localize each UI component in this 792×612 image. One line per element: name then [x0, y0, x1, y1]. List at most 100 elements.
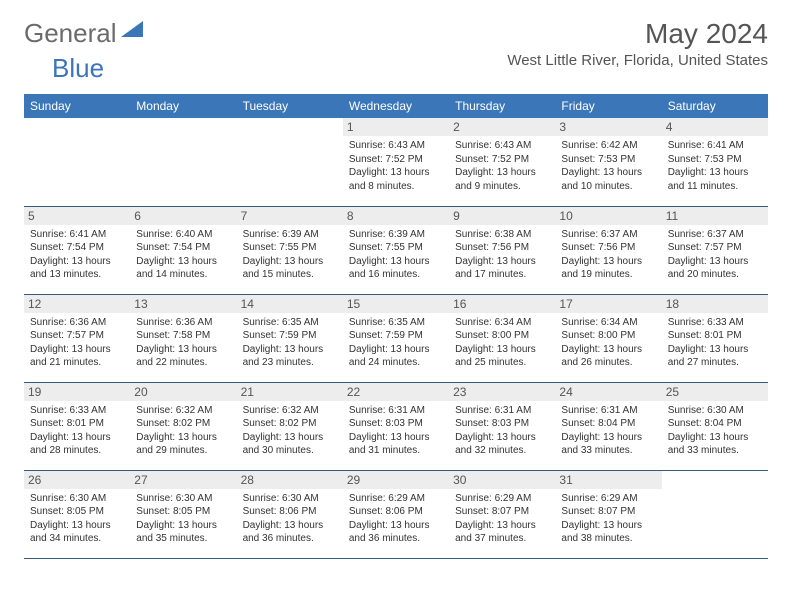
cell-details: Sunrise: 6:41 AMSunset: 7:54 PMDaylight:… — [30, 228, 124, 282]
day-header: Wednesday — [343, 94, 449, 118]
cell-details: Sunrise: 6:37 AMSunset: 7:57 PMDaylight:… — [668, 228, 762, 282]
cell-details: Sunrise: 6:41 AMSunset: 7:53 PMDaylight:… — [668, 139, 762, 193]
calendar-week-row: 19Sunrise: 6:33 AMSunset: 8:01 PMDayligh… — [24, 382, 768, 470]
cell-details: Sunrise: 6:32 AMSunset: 8:02 PMDaylight:… — [243, 404, 337, 458]
calendar-cell: 19Sunrise: 6:33 AMSunset: 8:01 PMDayligh… — [24, 382, 130, 470]
cell-details: Sunrise: 6:31 AMSunset: 8:03 PMDaylight:… — [455, 404, 549, 458]
cell-details: Sunrise: 6:31 AMSunset: 8:04 PMDaylight:… — [561, 404, 655, 458]
calendar-cell: 12Sunrise: 6:36 AMSunset: 7:57 PMDayligh… — [24, 294, 130, 382]
day-number: 17 — [555, 295, 661, 313]
day-number: 26 — [24, 471, 130, 489]
day-header: Friday — [555, 94, 661, 118]
location: West Little River, Florida, United State… — [507, 52, 768, 69]
day-header: Sunday — [24, 94, 130, 118]
day-number: 18 — [662, 295, 768, 313]
day-number: 31 — [555, 471, 661, 489]
day-number: 9 — [449, 207, 555, 225]
day-number: 14 — [237, 295, 343, 313]
calendar-cell: 25Sunrise: 6:30 AMSunset: 8:04 PMDayligh… — [662, 382, 768, 470]
day-number: 11 — [662, 207, 768, 225]
calendar-cell: 27 Sunrise: 6:30 AMSunset: 8:05 PMDayligh… — [130, 470, 236, 558]
cell-details: Sunrise: 6:30 AMSunset: 8:06 PMDaylight:… — [243, 492, 337, 546]
day-number: 6 — [130, 207, 236, 225]
calendar-cell: 18Sunrise: 6:33 AMSunset: 8:01 PMDayligh… — [662, 294, 768, 382]
logo-triangle-icon — [121, 21, 143, 37]
day-header: Saturday — [662, 94, 768, 118]
day-number: 5 — [24, 207, 130, 225]
cell-details: Sunrise: 6:29 AMSunset: 8:06 PMDaylight:… — [349, 492, 443, 546]
calendar-cell: 31 Sunrise: 6:29 AMSunset: 8:07 PMDayligh… — [555, 470, 661, 558]
day-number: 28 — [237, 471, 343, 489]
month-title: May 2024 — [507, 18, 768, 50]
calendar-cell — [662, 470, 768, 558]
day-number: 23 — [449, 383, 555, 401]
calendar-cell: 11 Sunrise: 6:37 AMSunset: 7:57 PMDayligh… — [662, 206, 768, 294]
logo: General — [24, 18, 145, 49]
calendar-cell: 6 Sunrise: 6:40 AMSunset: 7:54 PMDaylight… — [130, 206, 236, 294]
cell-details: Sunrise: 6:30 AMSunset: 8:05 PMDaylight:… — [136, 492, 230, 546]
day-number: 15 — [343, 295, 449, 313]
calendar-cell: 20 Sunrise: 6:32 AMSunset: 8:02 PMDayligh… — [130, 382, 236, 470]
calendar-cell — [130, 118, 236, 206]
cell-details: Sunrise: 6:38 AMSunset: 7:56 PMDaylight:… — [455, 228, 549, 282]
cell-details: Sunrise: 6:29 AMSunset: 8:07 PMDaylight:… — [561, 492, 655, 546]
calendar-cell: 13Sunrise: 6:36 AMSunset: 7:58 PMDayligh… — [130, 294, 236, 382]
calendar-cell: 2 Sunrise: 6:43 AMSunset: 7:52 PMDaylight… — [449, 118, 555, 206]
cell-details: Sunrise: 6:39 AMSunset: 7:55 PMDaylight:… — [349, 228, 443, 282]
cell-details: Sunrise: 6:37 AMSunset: 7:56 PMDaylight:… — [561, 228, 655, 282]
calendar-cell: 22Sunrise: 6:31 AMSunset: 8:03 PMDayligh… — [343, 382, 449, 470]
calendar-cell: 16 Sunrise: 6:34 AMSunset: 8:00 PMDayligh… — [449, 294, 555, 382]
cell-details: Sunrise: 6:33 AMSunset: 8:01 PMDaylight:… — [30, 404, 124, 458]
calendar-cell: 14 Sunrise: 6:35 AMSunset: 7:59 PMDayligh… — [237, 294, 343, 382]
logo-text-2: Blue — [52, 53, 104, 83]
calendar-table: SundayMondayTuesdayWednesdayThursdayFrid… — [24, 94, 768, 559]
day-number: 22 — [343, 383, 449, 401]
day-number: 2 — [449, 118, 555, 136]
cell-details: Sunrise: 6:34 AMSunset: 8:00 PMDaylight:… — [561, 316, 655, 370]
calendar-cell: 24 Sunrise: 6:31 AMSunset: 8:04 PMDayligh… — [555, 382, 661, 470]
calendar-body: 1Sunrise: 6:43 AMSunset: 7:52 PMDaylight… — [24, 118, 768, 558]
calendar-cell — [24, 118, 130, 206]
day-header: Tuesday — [237, 94, 343, 118]
cell-details: Sunrise: 6:32 AMSunset: 8:02 PMDaylight:… — [136, 404, 230, 458]
day-number: 13 — [130, 295, 236, 313]
calendar-cell: 21 Sunrise: 6:32 AMSunset: 8:02 PMDayligh… — [237, 382, 343, 470]
calendar-cell: 7Sunrise: 6:39 AMSunset: 7:55 PMDaylight… — [237, 206, 343, 294]
calendar-cell: 9 Sunrise: 6:38 AMSunset: 7:56 PMDaylight… — [449, 206, 555, 294]
cell-details: Sunrise: 6:39 AMSunset: 7:55 PMDaylight:… — [243, 228, 337, 282]
day-number: 24 — [555, 383, 661, 401]
cell-details: Sunrise: 6:34 AMSunset: 8:00 PMDaylight:… — [455, 316, 549, 370]
cell-details: Sunrise: 6:30 AMSunset: 8:05 PMDaylight:… — [30, 492, 124, 546]
day-header: Monday — [130, 94, 236, 118]
day-number: 16 — [449, 295, 555, 313]
day-number: 3 — [555, 118, 661, 136]
day-header: Thursday — [449, 94, 555, 118]
cell-details: Sunrise: 6:36 AMSunset: 7:57 PMDaylight:… — [30, 316, 124, 370]
cell-details: Sunrise: 6:40 AMSunset: 7:54 PMDaylight:… — [136, 228, 230, 282]
cell-details: Sunrise: 6:30 AMSunset: 8:04 PMDaylight:… — [668, 404, 762, 458]
calendar-cell — [237, 118, 343, 206]
day-number: 20 — [130, 383, 236, 401]
cell-details: Sunrise: 6:43 AMSunset: 7:52 PMDaylight:… — [455, 139, 549, 193]
logo-text-1: General — [24, 18, 117, 49]
day-number: 21 — [237, 383, 343, 401]
calendar-week-row: 26 Sunrise: 6:30 AMSunset: 8:05 PMDayligh… — [24, 470, 768, 558]
title-area: May 2024 West Little River, Florida, Uni… — [507, 18, 768, 69]
calendar-cell: 1Sunrise: 6:43 AMSunset: 7:52 PMDaylight… — [343, 118, 449, 206]
calendar-week-row: 5 Sunrise: 6:41 AMSunset: 7:54 PMDaylight… — [24, 206, 768, 294]
calendar-cell: 10 Sunrise: 6:37 AMSunset: 7:56 PMDayligh… — [555, 206, 661, 294]
day-number: 30 — [449, 471, 555, 489]
calendar-cell: 15Sunrise: 6:35 AMSunset: 7:59 PMDayligh… — [343, 294, 449, 382]
calendar-cell: 5 Sunrise: 6:41 AMSunset: 7:54 PMDaylight… — [24, 206, 130, 294]
cell-details: Sunrise: 6:29 AMSunset: 8:07 PMDaylight:… — [455, 492, 549, 546]
cell-details: Sunrise: 6:35 AMSunset: 7:59 PMDaylight:… — [243, 316, 337, 370]
calendar-cell: 28 Sunrise: 6:30 AMSunset: 8:06 PMDayligh… — [237, 470, 343, 558]
calendar-cell: 3 Sunrise: 6:42 AMSunset: 7:53 PMDaylight… — [555, 118, 661, 206]
cell-details: Sunrise: 6:42 AMSunset: 7:53 PMDaylight:… — [561, 139, 655, 193]
day-number: 27 — [130, 471, 236, 489]
calendar-cell: 30 Sunrise: 6:29 AMSunset: 8:07 PMDayligh… — [449, 470, 555, 558]
calendar-cell: 4Sunrise: 6:41 AMSunset: 7:53 PMDaylight… — [662, 118, 768, 206]
day-number: 10 — [555, 207, 661, 225]
calendar-cell: 26 Sunrise: 6:30 AMSunset: 8:05 PMDayligh… — [24, 470, 130, 558]
calendar-week-row: 12Sunrise: 6:36 AMSunset: 7:57 PMDayligh… — [24, 294, 768, 382]
